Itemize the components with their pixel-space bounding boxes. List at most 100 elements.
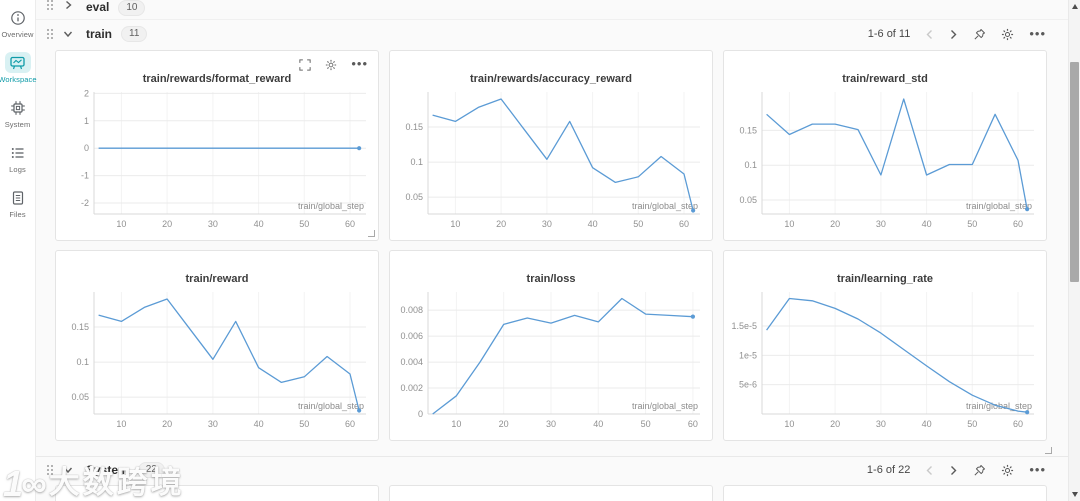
x-axis-label: train/global_step bbox=[298, 401, 364, 411]
scroll-up-arrow-icon[interactable] bbox=[1072, 4, 1078, 9]
chip-icon bbox=[5, 97, 31, 118]
x-axis-label: train/global_step bbox=[632, 401, 698, 411]
chart-title: train/reward bbox=[185, 273, 249, 285]
svg-text:40: 40 bbox=[588, 219, 598, 229]
main-content: eval 10 train 11 1-6 of 11 ••• •• bbox=[36, 0, 1068, 501]
section-title-system: System bbox=[86, 463, 129, 477]
svg-text:50: 50 bbox=[299, 219, 309, 229]
svg-text:30: 30 bbox=[876, 419, 886, 429]
drag-handle-icon[interactable] bbox=[47, 29, 49, 31]
svg-text:50: 50 bbox=[633, 219, 643, 229]
chart-panel[interactable] bbox=[723, 485, 1047, 501]
svg-text:1: 1 bbox=[84, 116, 89, 126]
chart-panel[interactable]: train/loss 10 20 30 40 50 60 0.008 0.006 0.004 0.0… bbox=[389, 250, 713, 441]
pin-icon[interactable] bbox=[973, 464, 986, 477]
panel-resize-handle[interactable] bbox=[368, 230, 375, 237]
sidebar-item-workspace[interactable]: Workspace bbox=[0, 52, 37, 84]
prev-page-button[interactable] bbox=[925, 29, 934, 40]
fullscreen-icon[interactable] bbox=[299, 59, 312, 71]
sidebar-item-label: Files bbox=[9, 210, 26, 219]
svg-text:50: 50 bbox=[299, 419, 309, 429]
svg-text:0.008: 0.008 bbox=[400, 305, 423, 315]
section-header-train[interactable]: train 11 1-6 of 11 ••• bbox=[36, 20, 1068, 48]
svg-text:10: 10 bbox=[451, 419, 461, 429]
chart-panel[interactable]: ••• train/rewards/format_reward 10 20 30 40 50… bbox=[55, 50, 379, 241]
sidebar-item-label: System bbox=[4, 120, 31, 129]
svg-text:0.05: 0.05 bbox=[739, 195, 757, 205]
svg-text:-1: -1 bbox=[81, 171, 89, 181]
svg-text:30: 30 bbox=[876, 219, 886, 229]
drag-handle-icon[interactable] bbox=[47, 0, 49, 2]
chart-panel[interactable]: train/reward 10 20 30 40 50 60 0.15 0.1 0.05 train… bbox=[55, 250, 379, 441]
svg-text:10: 10 bbox=[450, 219, 460, 229]
scroll-down-arrow-icon[interactable] bbox=[1072, 492, 1078, 497]
info-icon bbox=[5, 7, 31, 28]
svg-text:0.15: 0.15 bbox=[739, 125, 757, 135]
sidebar-item-overview[interactable]: Overview bbox=[1, 7, 33, 39]
chart-title: train/learning_rate bbox=[837, 273, 933, 285]
svg-text:20: 20 bbox=[496, 219, 506, 229]
svg-text:40: 40 bbox=[254, 219, 264, 229]
settings-gear-icon[interactable] bbox=[1001, 464, 1014, 477]
chart-plot-area[interactable]: 10 20 30 40 50 601.5e-51e-55e-6train/global_s… bbox=[724, 287, 1043, 437]
svg-text:0.004: 0.004 bbox=[400, 357, 423, 367]
svg-text:30: 30 bbox=[546, 419, 556, 429]
overflow-menu-icon[interactable]: ••• bbox=[351, 56, 368, 71]
next-page-button[interactable] bbox=[949, 29, 958, 40]
left-sidebar: Overview Workspace System Logs Files bbox=[0, 0, 37, 501]
pin-icon[interactable] bbox=[973, 28, 986, 41]
chart-title: train/loss bbox=[526, 273, 576, 285]
svg-text:20: 20 bbox=[499, 419, 509, 429]
settings-gear-icon[interactable] bbox=[325, 59, 337, 71]
next-page-button[interactable] bbox=[949, 465, 958, 476]
chart-title: train/rewards/format_reward bbox=[142, 73, 292, 85]
overflow-menu-icon[interactable]: ••• bbox=[1029, 26, 1046, 41]
prev-page-button[interactable] bbox=[925, 465, 934, 476]
chart-plot-area[interactable]: 10 20 30 40 50 60 0.15 0.1 0.05 train/global_step bbox=[56, 287, 375, 437]
overflow-menu-icon[interactable]: ••• bbox=[1029, 462, 1046, 477]
chart-panel[interactable]: train/rewards/accuracy_reward 10 20 30 40 50 6… bbox=[389, 50, 713, 241]
svg-text:0.05: 0.05 bbox=[71, 392, 89, 402]
svg-text:10: 10 bbox=[116, 419, 126, 429]
section-header-eval[interactable]: eval 10 bbox=[36, 0, 1068, 20]
chart-panel[interactable] bbox=[389, 485, 713, 501]
svg-text:20: 20 bbox=[830, 419, 840, 429]
section-system: System 22 1-6 of 22 ••• bbox=[36, 456, 1068, 501]
scrollbar-thumb[interactable] bbox=[1070, 62, 1079, 282]
svg-text:20: 20 bbox=[162, 419, 172, 429]
chart-panel[interactable]: train/reward_std 10 20 30 40 50 60 0.15 0.1 0.05 t… bbox=[723, 50, 1047, 241]
svg-text:10: 10 bbox=[784, 219, 794, 229]
train-count-badge: 11 bbox=[121, 26, 148, 42]
sidebar-item-logs[interactable]: Logs bbox=[5, 142, 31, 174]
svg-text:0.05: 0.05 bbox=[405, 192, 423, 202]
sidebar-item-files[interactable]: Files bbox=[5, 187, 31, 219]
train-pagination-label: 1-6 of 11 bbox=[867, 28, 911, 40]
chevron-down-icon[interactable] bbox=[63, 29, 73, 39]
svg-text:-2: -2 bbox=[81, 198, 89, 208]
section-header-system[interactable]: System 22 1-6 of 22 ••• bbox=[36, 457, 1068, 483]
chart-plot-area[interactable]: 10 20 30 40 50 60 0.15 0.1 0.05 train/global_step bbox=[390, 87, 709, 237]
vertical-scrollbar[interactable] bbox=[1068, 0, 1080, 501]
svg-text:60: 60 bbox=[679, 219, 689, 229]
chevron-down-icon[interactable] bbox=[63, 465, 73, 475]
svg-text:2: 2 bbox=[84, 88, 89, 98]
logs-icon bbox=[5, 142, 31, 163]
section-resize-handle[interactable] bbox=[1045, 447, 1052, 454]
sidebar-item-system[interactable]: System bbox=[5, 97, 31, 129]
chart-plot-area[interactable]: 10 20 30 40 50 60 0.008 0.006 0.004 0.002 0 train/g… bbox=[390, 287, 709, 437]
settings-gear-icon[interactable] bbox=[1001, 28, 1014, 41]
svg-text:50: 50 bbox=[967, 219, 977, 229]
svg-text:40: 40 bbox=[254, 419, 264, 429]
chevron-right-icon[interactable] bbox=[63, 0, 73, 10]
sidebar-item-label: Logs bbox=[9, 165, 26, 174]
system-count-badge: 22 bbox=[137, 462, 165, 478]
charts-grid: ••• train/rewards/format_reward 10 20 30 40 50… bbox=[55, 50, 1047, 441]
files-icon bbox=[5, 187, 31, 208]
drag-handle-icon[interactable] bbox=[47, 465, 49, 467]
chart-panel[interactable]: train/learning_rate 10 20 30 40 50 60 1.5e-5 1e-… bbox=[723, 250, 1047, 441]
chart-panel[interactable] bbox=[55, 485, 379, 501]
svg-text:50: 50 bbox=[967, 419, 977, 429]
svg-text:0.1: 0.1 bbox=[744, 160, 757, 170]
chart-plot-area[interactable]: 10 20 30 40 50 60 0.15 0.1 0.05 train/global_step bbox=[724, 87, 1043, 237]
